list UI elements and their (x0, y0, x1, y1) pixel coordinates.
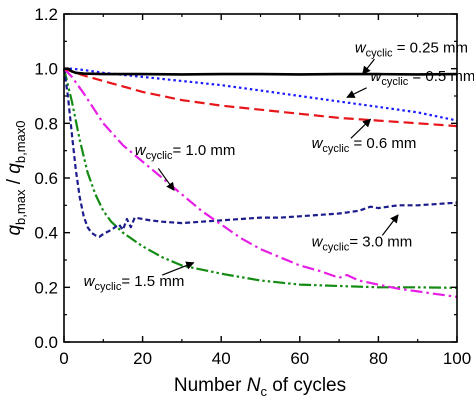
annotation-label: wcyclic= 1.5 mm (84, 273, 185, 293)
x-tick-label: 60 (290, 349, 309, 368)
annotation-arrow (350, 118, 372, 139)
annotation-layer: wcyclic = 0.25 mm wcyclic = 0.5 mm wcyclic… (84, 39, 474, 293)
axis-layer: 0 20 40 60 80 100 0.0 0.2 0.4 0.6 0.8 1.0 1.2 (34, 5, 471, 368)
series-line (63, 67, 458, 298)
series-line (62, 68, 458, 289)
series-layer (62, 67, 458, 298)
y-axis-title: qb,max / qb,max0 (4, 120, 28, 235)
y-tick-label: 0.6 (34, 169, 58, 188)
series-line (62, 68, 458, 238)
annotation-label: wcyclic = 0.6 mm (312, 135, 417, 155)
annotation-label: wcyclic= 1.0 mm (135, 142, 236, 162)
x-tick-label: 0 (59, 349, 68, 368)
x-axis-title: Number Nc of cycles (174, 375, 346, 399)
y-tick-label: 0.0 (34, 333, 58, 352)
x-tick-label: 80 (369, 349, 388, 368)
y-tick-label: 0.8 (34, 114, 58, 133)
x-tick-label: 100 (443, 349, 471, 368)
annotation-arrow (362, 58, 375, 75)
annotation-label: wcyclic = 0.25 mm (355, 39, 468, 59)
series-line (63, 67, 458, 128)
annotation-arrow (162, 261, 195, 276)
annotation-label: wcyclic = 0.5 mm (371, 68, 474, 88)
annotation-arrow (157, 168, 175, 191)
series-line (64, 67, 458, 76)
y-tick-label: 1.0 (34, 60, 58, 79)
y-tick-label: 0.2 (34, 278, 58, 297)
plot-frame (63, 13, 458, 343)
y-tick-label: 0.4 (34, 224, 58, 243)
annotation-arrow (346, 87, 367, 98)
x-tick-label: 20 (133, 349, 152, 368)
x-tick-label: 40 (212, 349, 231, 368)
annotation-arrow (381, 214, 399, 236)
annotation-label: wcyclic= 3.0 mm (312, 233, 413, 253)
y-tick-label: 1.2 (34, 5, 58, 24)
